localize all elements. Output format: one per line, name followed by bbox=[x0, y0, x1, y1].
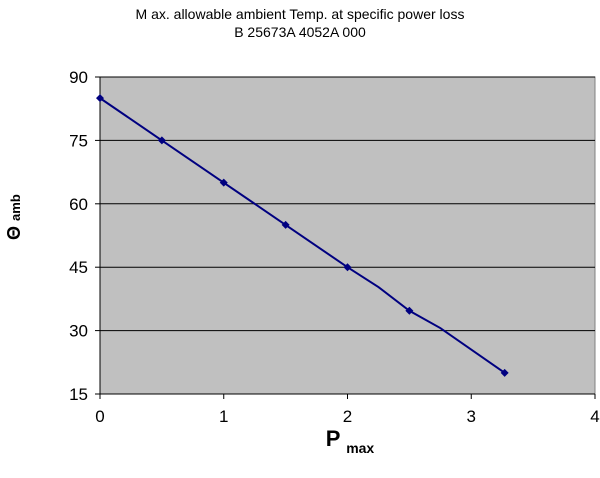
x-axis-label: P max bbox=[0, 426, 600, 456]
x-tick-label: 4 bbox=[590, 407, 599, 426]
data-point bbox=[500, 368, 509, 377]
x-tick-label: 1 bbox=[219, 407, 228, 426]
chart-title: M ax. allowable ambient Temp. at specifi… bbox=[135, 6, 465, 22]
plot-area bbox=[99, 76, 596, 395]
y-tick-label: 90 bbox=[69, 68, 88, 87]
x-axis-label-sub: max bbox=[346, 440, 375, 456]
data-point bbox=[405, 306, 414, 315]
y-tick-label: 15 bbox=[69, 385, 88, 404]
y-axis-label-sub: amb bbox=[8, 194, 23, 221]
y-tick-label: 45 bbox=[69, 258, 88, 277]
y-axis-label-main: Θ bbox=[4, 225, 24, 240]
y-tick-label: 30 bbox=[69, 322, 88, 341]
x-tick-label: 3 bbox=[467, 407, 476, 426]
data-point bbox=[96, 94, 104, 103]
y-tick-label: 60 bbox=[69, 195, 88, 214]
chart-subtitle: B 25673A 4052A 000 bbox=[234, 24, 366, 40]
y-axis-label: Θ amb bbox=[4, 194, 25, 240]
data-point bbox=[343, 263, 352, 272]
data-point bbox=[157, 136, 166, 145]
x-tick-label: 0 bbox=[95, 407, 104, 426]
x-axis-label-main: P bbox=[325, 426, 341, 451]
data-point bbox=[281, 220, 290, 229]
x-tick-label: 2 bbox=[343, 407, 352, 426]
y-tick-label: 75 bbox=[69, 131, 88, 150]
data-point bbox=[219, 178, 228, 187]
